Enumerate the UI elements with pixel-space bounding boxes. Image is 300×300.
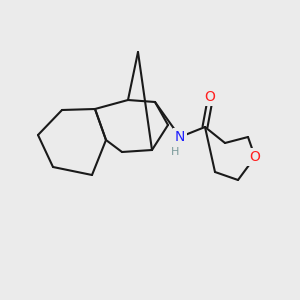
Text: H: H <box>171 147 179 157</box>
Text: N: N <box>175 130 185 144</box>
Text: O: O <box>205 90 215 104</box>
Text: O: O <box>250 150 260 164</box>
